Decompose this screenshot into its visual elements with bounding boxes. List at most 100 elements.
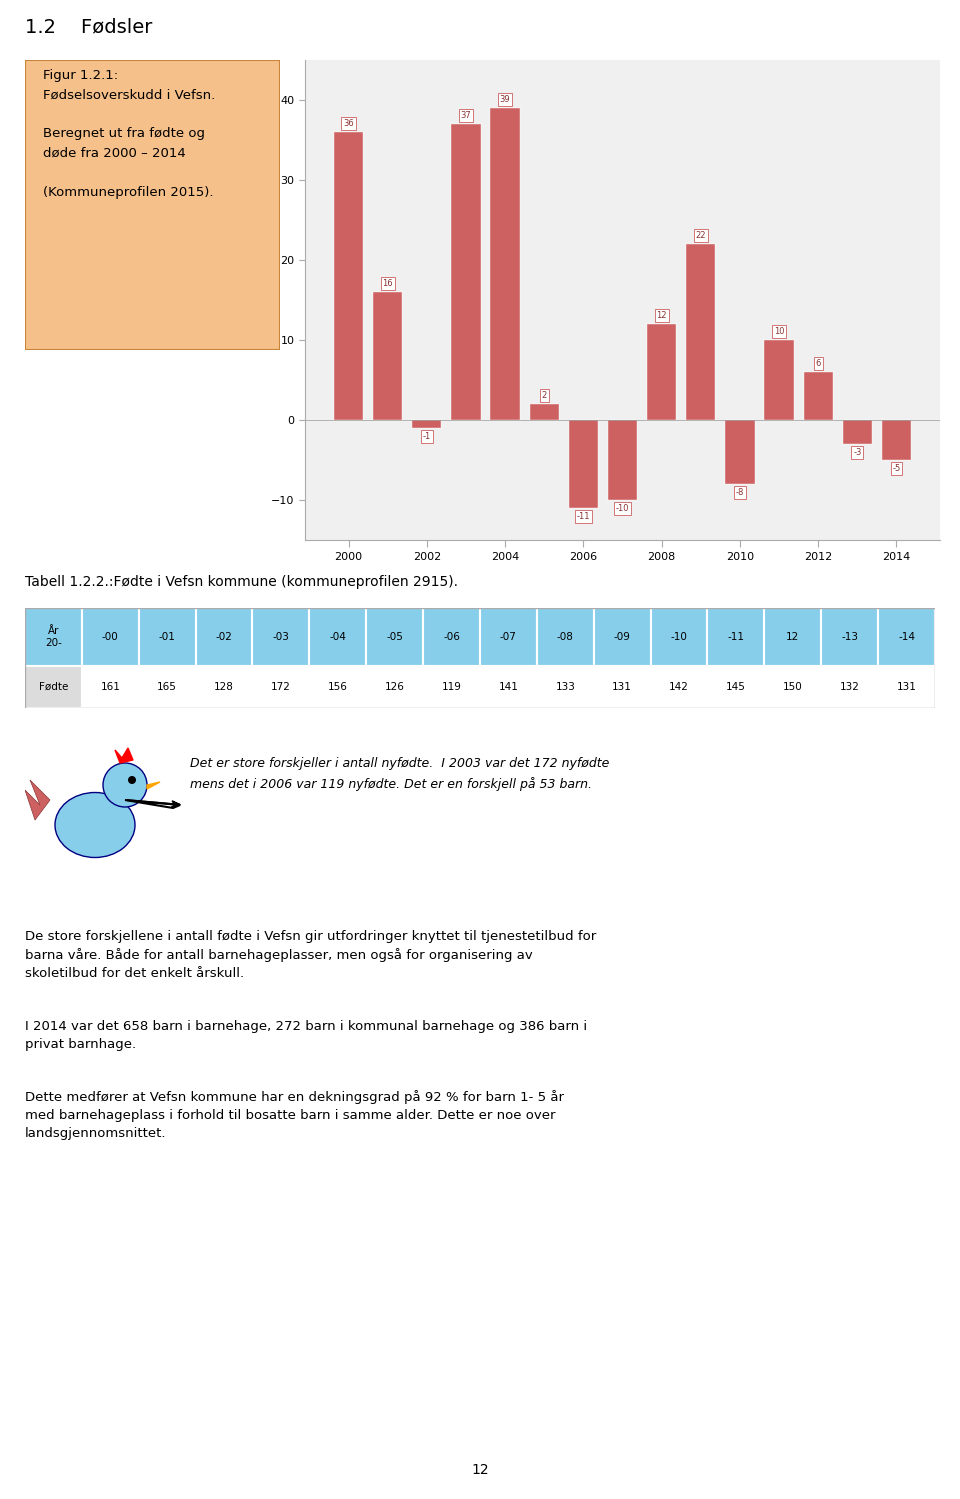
- Text: 119: 119: [442, 682, 462, 693]
- Bar: [708, 666, 764, 708]
- Text: -13: -13: [841, 633, 858, 642]
- Bar: [309, 666, 367, 708]
- Text: 145: 145: [726, 682, 746, 693]
- Text: 12: 12: [471, 1463, 489, 1477]
- Text: 156: 156: [328, 682, 348, 693]
- Bar: [480, 666, 537, 708]
- Bar: [82, 666, 139, 708]
- Text: 141: 141: [498, 682, 518, 693]
- Text: 126: 126: [385, 682, 404, 693]
- Text: 2: 2: [541, 391, 547, 400]
- Bar: [139, 666, 196, 708]
- Text: År
20-: År 20-: [45, 627, 61, 648]
- Text: 1.2    Fødsler: 1.2 Fødsler: [25, 18, 153, 36]
- Bar: [651, 609, 708, 666]
- Bar: [647, 324, 676, 420]
- Bar: [491, 108, 519, 420]
- Polygon shape: [115, 748, 133, 763]
- Text: -06: -06: [444, 633, 460, 642]
- Text: 128: 128: [214, 682, 234, 693]
- Text: 16: 16: [382, 279, 393, 288]
- Text: Dette medfører at Vefsn kommune har en dekningsgrad på 92 % for barn 1- 5 år
med: Dette medfører at Vefsn kommune har en d…: [25, 1090, 564, 1139]
- Text: -10: -10: [615, 504, 629, 513]
- Text: 161: 161: [101, 682, 120, 693]
- Bar: [309, 609, 367, 666]
- Bar: [25, 609, 82, 666]
- Text: -11: -11: [728, 633, 744, 642]
- Text: 6: 6: [815, 358, 821, 367]
- Text: -1: -1: [422, 432, 431, 441]
- Bar: [686, 244, 715, 420]
- Text: 132: 132: [840, 682, 859, 693]
- Text: -5: -5: [893, 465, 900, 474]
- Bar: [530, 405, 559, 420]
- Bar: [196, 666, 252, 708]
- Circle shape: [103, 763, 147, 806]
- Bar: [878, 609, 935, 666]
- Bar: [608, 420, 637, 501]
- Bar: [252, 666, 309, 708]
- Text: Tabell 1.2.2.:Fødte i Vefsn kommune (kommuneprofilen 2915).: Tabell 1.2.2.:Fødte i Vefsn kommune (kom…: [25, 576, 458, 589]
- Bar: [593, 666, 651, 708]
- Bar: [764, 609, 821, 666]
- Text: -07: -07: [500, 633, 516, 642]
- Bar: [334, 132, 363, 420]
- Bar: [25, 666, 82, 708]
- Text: -8: -8: [735, 489, 744, 498]
- Text: I 2014 var det 658 barn i barnehage, 272 barn i kommunal barnehage og 386 barn i: I 2014 var det 658 barn i barnehage, 272…: [25, 1019, 588, 1051]
- Bar: [252, 609, 309, 666]
- Bar: [764, 340, 794, 420]
- Text: -04: -04: [329, 633, 347, 642]
- Bar: [196, 609, 252, 666]
- Bar: [651, 666, 708, 708]
- Text: -05: -05: [386, 633, 403, 642]
- Bar: [821, 609, 878, 666]
- Text: 36: 36: [343, 118, 354, 127]
- Text: 131: 131: [897, 682, 917, 693]
- Text: mens det i 2006 var 119 nyfødte. Det er en forskjell på 53 barn.: mens det i 2006 var 119 nyfødte. Det er …: [190, 776, 592, 791]
- Bar: [764, 666, 821, 708]
- Text: 150: 150: [783, 682, 803, 693]
- Text: 12: 12: [786, 633, 800, 642]
- Bar: [480, 609, 537, 666]
- Bar: [843, 420, 872, 444]
- Text: Figur 1.2.1:
Fødselsoverskudd i Vefsn.

Beregnet ut fra fødte og
døde fra 2000 –: Figur 1.2.1: Fødselsoverskudd i Vefsn. B…: [43, 69, 215, 199]
- Text: -10: -10: [671, 633, 687, 642]
- Bar: [593, 609, 651, 666]
- Bar: [725, 420, 755, 484]
- Circle shape: [128, 776, 136, 784]
- Text: Det er store forskjeller i antall nyfødte.  I 2003 var det 172 nyfødte: Det er store forskjeller i antall nyfødt…: [190, 757, 610, 770]
- Bar: [804, 372, 833, 420]
- Text: 172: 172: [271, 682, 291, 693]
- Bar: [821, 666, 878, 708]
- Bar: [367, 609, 423, 666]
- Text: 165: 165: [157, 682, 178, 693]
- Bar: [412, 420, 442, 429]
- Polygon shape: [25, 779, 50, 820]
- Text: -3: -3: [853, 448, 861, 457]
- Bar: [25, 735, 165, 875]
- Text: 131: 131: [612, 682, 632, 693]
- Ellipse shape: [55, 793, 135, 857]
- Text: 10: 10: [774, 327, 784, 336]
- Bar: [451, 124, 481, 420]
- Bar: [537, 666, 593, 708]
- Bar: [423, 666, 480, 708]
- Text: 12: 12: [657, 310, 667, 319]
- Text: Fødte: Fødte: [38, 682, 68, 693]
- Bar: [878, 666, 935, 708]
- Text: -01: -01: [158, 633, 176, 642]
- Text: -14: -14: [898, 633, 915, 642]
- Bar: [373, 292, 402, 420]
- Bar: [139, 609, 196, 666]
- Text: 22: 22: [696, 231, 706, 240]
- Bar: [423, 609, 480, 666]
- Polygon shape: [147, 782, 160, 788]
- Bar: [367, 666, 423, 708]
- Text: -11: -11: [577, 513, 590, 522]
- Bar: [708, 609, 764, 666]
- Bar: [568, 420, 598, 508]
- Text: -00: -00: [102, 633, 119, 642]
- Bar: [82, 609, 139, 666]
- Text: 39: 39: [500, 94, 511, 103]
